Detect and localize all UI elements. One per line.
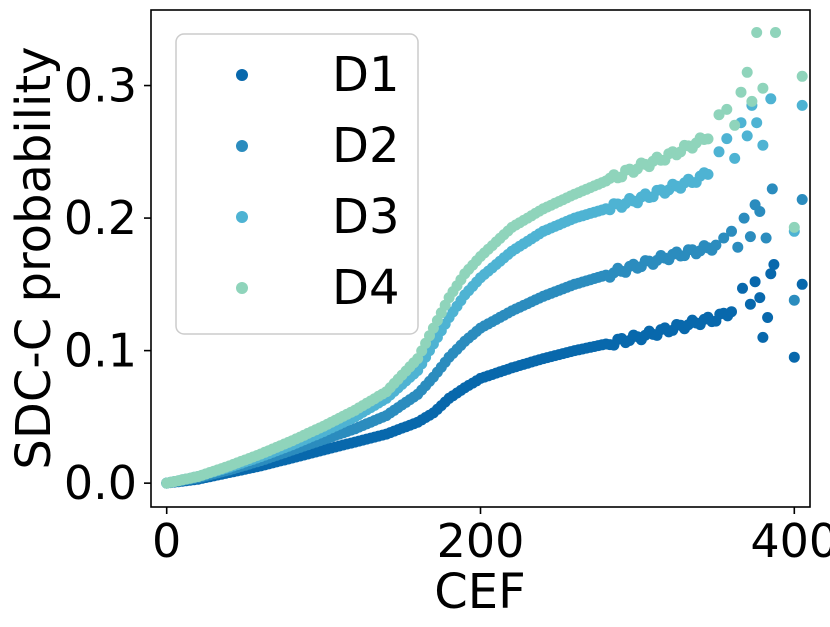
data-point [757, 331, 769, 343]
data-point [735, 86, 747, 98]
data-point [741, 130, 753, 142]
data-point [788, 221, 800, 233]
data-point [721, 103, 733, 115]
series-d4 [161, 27, 808, 489]
data-point [762, 312, 774, 323]
data-point [760, 232, 772, 244]
legend: D1 D2 D3 D4 [175, 33, 419, 335]
y-axis-ticks: 0.0 0.1 0.2 0.3 [64, 59, 151, 510]
data-point [710, 239, 722, 251]
data-point [713, 146, 725, 158]
data-point [744, 298, 756, 310]
data-point [757, 82, 769, 94]
data-point [765, 93, 777, 105]
data-point [765, 268, 777, 280]
y-axis-label: SDC-C probability [6, 46, 62, 469]
data-point [729, 152, 741, 164]
x-axis-label: CEF [434, 564, 525, 620]
data-point [702, 168, 714, 180]
y-tick-label: 0.1 [64, 324, 137, 378]
data-point [770, 27, 781, 38]
data-point [718, 232, 730, 244]
y-tick-label: 0.0 [64, 456, 137, 510]
x-tick-label: 400 [750, 514, 830, 568]
data-point [768, 259, 780, 270]
data-point [732, 241, 744, 253]
legend-marker-d4 [236, 282, 248, 294]
x-tick-label: 0 [152, 514, 181, 568]
y-tick-label: 0.2 [64, 191, 137, 245]
data-point [766, 183, 778, 195]
data-point [721, 133, 733, 145]
data-point [744, 231, 756, 243]
data-point [729, 119, 741, 131]
data-point [702, 133, 714, 145]
data-point [751, 117, 763, 129]
data-point [726, 306, 737, 318]
data-point [796, 278, 808, 290]
x-tick-label: 200 [437, 514, 525, 568]
data-point [796, 194, 808, 205]
data-point [754, 206, 766, 217]
legend-label-d3: D3 [332, 189, 400, 245]
data-point [788, 294, 800, 306]
data-point [788, 351, 800, 363]
legend-marker-d1 [236, 69, 248, 81]
x-axis-ticks: 0 200 400 [152, 507, 830, 568]
data-point [737, 282, 748, 294]
data-point [751, 27, 763, 38]
legend-marker-d3 [236, 211, 248, 223]
data-point [796, 70, 808, 82]
legend-label-d2: D2 [332, 118, 400, 174]
legend-label-d4: D4 [332, 260, 400, 316]
data-point [749, 276, 761, 288]
legend-label-d1: D1 [332, 47, 400, 103]
data-point [713, 109, 725, 121]
data-point [746, 95, 758, 107]
data-points [161, 27, 808, 489]
data-point [754, 292, 766, 304]
data-point [757, 139, 769, 151]
data-point [796, 99, 808, 111]
data-point [738, 212, 750, 224]
y-tick-label: 0.3 [64, 59, 137, 113]
legend-marker-d2 [236, 140, 248, 152]
data-point [741, 66, 753, 78]
legend-box [175, 33, 419, 335]
data-point [726, 225, 737, 237]
